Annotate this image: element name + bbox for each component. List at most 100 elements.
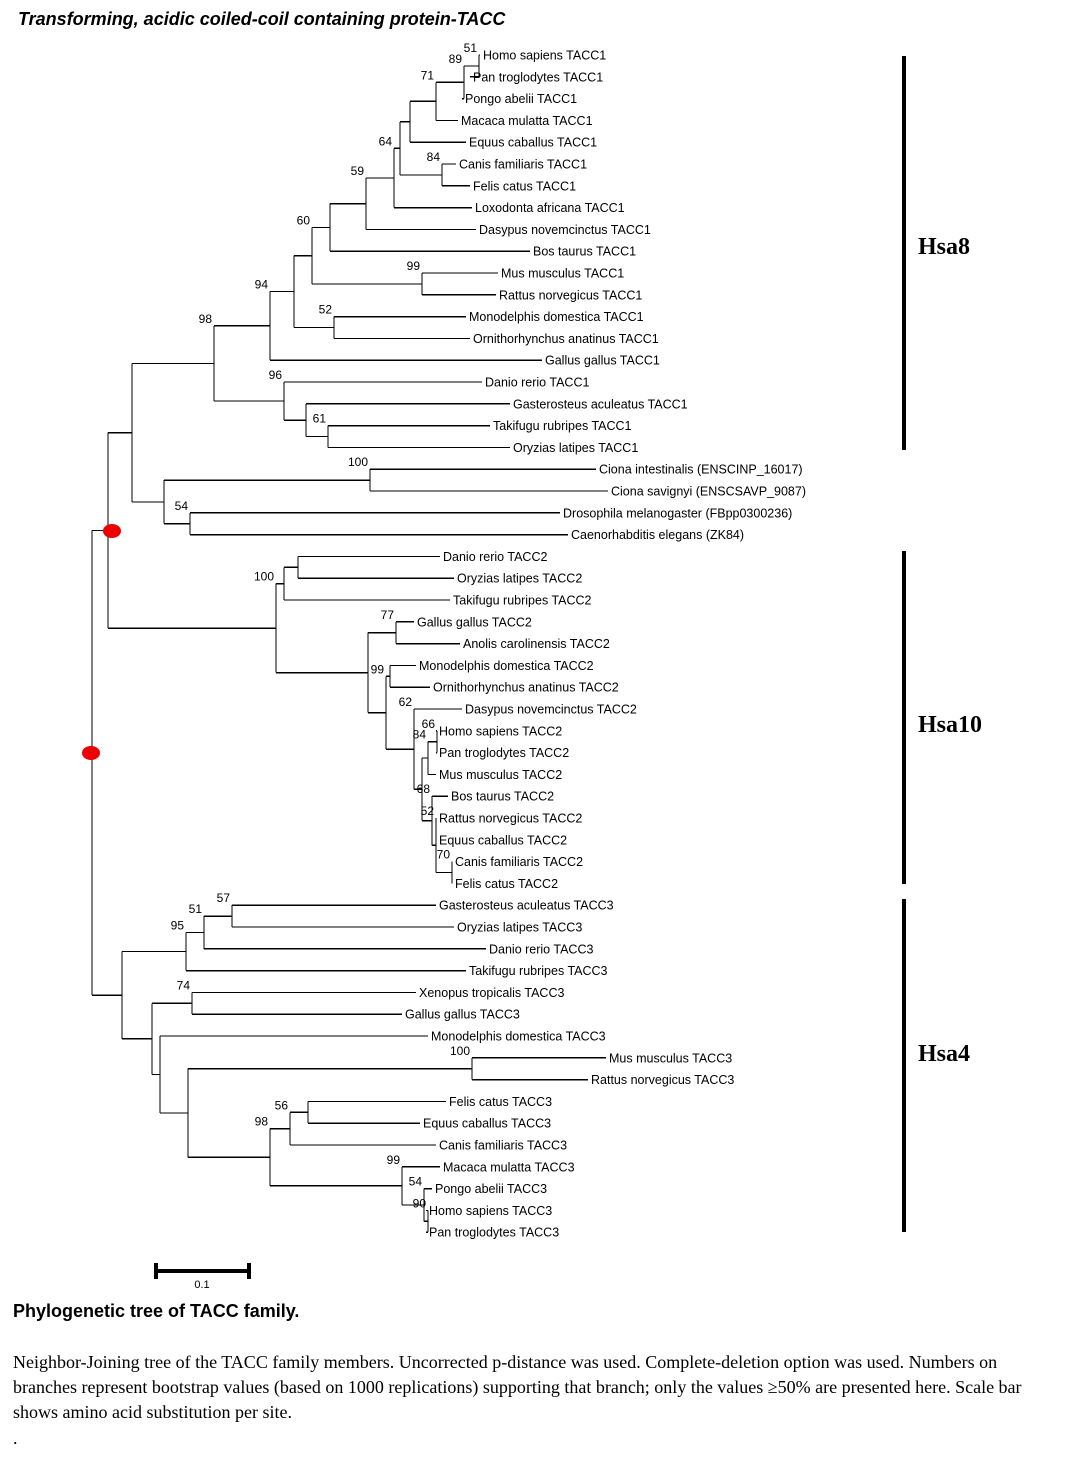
leaf-label: Canis familiaris TACC3 <box>439 1139 567 1153</box>
bootstrap-value: 77 <box>381 608 395 622</box>
leaf-label: Equus caballus TACC1 <box>469 136 597 150</box>
leaf-label: Felis catus TACC1 <box>473 179 576 193</box>
leaf-label: Pan troglodytes TACC2 <box>439 746 569 760</box>
leaf-label: Caenorhabditis elegans (ZK84) <box>571 528 744 542</box>
bootstrap-value: 96 <box>269 368 283 382</box>
bootstrap-value: 94 <box>255 278 269 292</box>
chromosome-label: Hsa4 <box>918 1041 970 1067</box>
leaf-label: Dasypus novemcinctus TACC1 <box>479 223 651 237</box>
bootstrap-value: 52 <box>421 804 435 818</box>
caption-dot: . <box>13 1428 18 1448</box>
page-title: Transforming, acidic coiled-coil contain… <box>18 9 506 29</box>
leaf-label: Homo sapiens TACC2 <box>439 724 562 738</box>
bootstrap-value: 68 <box>417 782 431 796</box>
leaf-label: Ciona intestinalis (ENSCINP_16017) <box>599 463 803 477</box>
leaf-label: Equus caballus TACC3 <box>423 1117 551 1131</box>
leaf-label: Ornithorhynchus anatinus TACC1 <box>473 332 659 346</box>
leaf-label: Loxodonta africana TACC1 <box>475 201 625 215</box>
bootstrap-value: 99 <box>371 662 385 676</box>
bootstrap-value: 60 <box>297 213 311 227</box>
bootstrap-value: 54 <box>409 1175 423 1189</box>
leaf-label: Takifugu rubripes TACC1 <box>493 419 632 433</box>
bootstrap-value: 54 <box>175 499 189 513</box>
leaf-label: Dasypus novemcinctus TACC2 <box>465 703 637 717</box>
leaf-label: Felis catus TACC2 <box>455 877 558 891</box>
leaf-label: Macaca mulatta TACC3 <box>443 1160 575 1174</box>
bootstrap-value: 99 <box>407 259 421 273</box>
leaf-label: Danio rerio TACC2 <box>443 550 547 564</box>
leaf-label: Oryzias latipes TACC3 <box>457 921 582 935</box>
leaf-label: Homo sapiens TACC3 <box>429 1204 552 1218</box>
bootstrap-value: 66 <box>422 717 436 731</box>
bootstrap-value: 95 <box>171 918 185 932</box>
leaf-label: Bos taurus TACC1 <box>533 245 636 259</box>
caption-body: Neighbor-Joining tree of the TACC family… <box>13 1352 1022 1422</box>
bootstrap-value: 99 <box>387 1153 401 1167</box>
bootstrap-value: 84 <box>413 728 427 742</box>
leaf-label: Ornithorhynchus anatinus TACC2 <box>433 681 619 695</box>
leaf-label: Danio rerio TACC3 <box>489 942 593 956</box>
bootstrap-value: 98 <box>255 1115 269 1129</box>
leaf-label: Bos taurus TACC2 <box>451 790 554 804</box>
bootstrap-value: 70 <box>437 848 451 862</box>
phylogenetic-tree: Homo sapiens TACC1 Pan troglodytes TACC1 5… <box>82 41 982 1291</box>
bootstrap-value: 84 <box>427 150 441 164</box>
leaf-label: Danio rerio TACC1 <box>485 376 589 390</box>
leaf-label: Ciona savignyi (ENSCSAVP_9087) <box>611 485 806 499</box>
bootstrap-value: 56 <box>275 1098 289 1112</box>
duplication-marker <box>82 746 100 760</box>
leaf-label: Gasterosteus aculeatus TACC1 <box>513 397 688 411</box>
leaf-label: Takifugu rubripes TACC3 <box>469 964 608 978</box>
leaf-label: Oryzias latipes TACC1 <box>513 441 638 455</box>
bootstrap-value: 74 <box>177 978 191 992</box>
leaf-label: Monodelphis domestica TACC1 <box>469 310 644 324</box>
leaf-label: Monodelphis domestica TACC2 <box>419 659 594 673</box>
leaf-label: Gallus gallus TACC3 <box>405 1008 520 1022</box>
leaf-label: Gallus gallus TACC1 <box>545 354 660 368</box>
chromosome-label: Hsa10 <box>918 712 982 738</box>
bootstrap-value: 62 <box>399 695 413 709</box>
bootstrap-value: 100 <box>450 1044 470 1058</box>
leaf-label: Canis familiaris TACC2 <box>455 855 583 869</box>
bootstrap-value: 59 <box>351 164 365 178</box>
chromosome-label: Hsa8 <box>918 234 970 260</box>
leaf-label: Macaca mulatta TACC1 <box>461 114 593 128</box>
leaf-label: Mus musculus TACC2 <box>439 768 562 782</box>
leaf-label: Pongo abelii TACC3 <box>435 1182 547 1196</box>
leaf-label: Pongo abelii TACC1 <box>465 92 577 106</box>
leaf-label: Takifugu rubripes TACC2 <box>453 594 592 608</box>
leaf-label: Mus musculus TACC1 <box>501 267 624 281</box>
leaf-label: Drosophila melanogaster (FBpp0300236) <box>563 506 792 520</box>
leaf-label: Equus caballus TACC2 <box>439 833 567 847</box>
bootstrap-value: 98 <box>199 312 213 326</box>
leaf-label: Rattus norvegicus TACC1 <box>499 288 642 302</box>
leaf-label: Canis familiaris TACC1 <box>459 158 587 172</box>
leaf-label: Anolis carolinensis TACC2 <box>463 637 610 651</box>
leaf-label: Gallus gallus TACC2 <box>417 615 532 629</box>
leaf-label: Oryzias latipes TACC2 <box>457 572 582 586</box>
bootstrap-value: 100 <box>348 455 368 469</box>
leaf-label: Rattus norvegicus TACC3 <box>591 1073 734 1087</box>
leaf-label: Xenopus tropicalis TACC3 <box>419 986 564 1000</box>
leaf-label: Homo sapiens TACC1 <box>483 49 606 63</box>
leaf-label: Gasterosteus aculeatus TACC3 <box>439 899 614 913</box>
leaf-label: Mus musculus TACC3 <box>609 1051 732 1065</box>
bootstrap-value: 61 <box>313 412 327 426</box>
scale-bar-label: 0.1 <box>194 1279 209 1291</box>
bootstrap-value: 52 <box>319 303 333 317</box>
leaf-label: Pan troglodytes TACC1 <box>473 70 603 84</box>
bootstrap-value: 51 <box>464 41 478 55</box>
leaf-label: Monodelphis domestica TACC3 <box>431 1030 606 1044</box>
bootstrap-value: 57 <box>217 891 231 905</box>
bootstrap-value: 64 <box>379 134 393 148</box>
bootstrap-value: 51 <box>189 902 203 916</box>
bootstrap-value: 89 <box>449 52 463 66</box>
duplication-marker <box>103 524 121 538</box>
bootstrap-value: 90 <box>413 1196 427 1210</box>
caption-title: Phylogenetic tree of TACC family. <box>13 1301 300 1321</box>
bootstrap-value: 100 <box>254 570 274 584</box>
leaf-label: Rattus norvegicus TACC2 <box>439 812 582 826</box>
leaf-label: Pan troglodytes TACC3 <box>429 1226 559 1240</box>
bootstrap-value: 71 <box>421 68 435 82</box>
leaf-label: Felis catus TACC3 <box>449 1095 552 1109</box>
